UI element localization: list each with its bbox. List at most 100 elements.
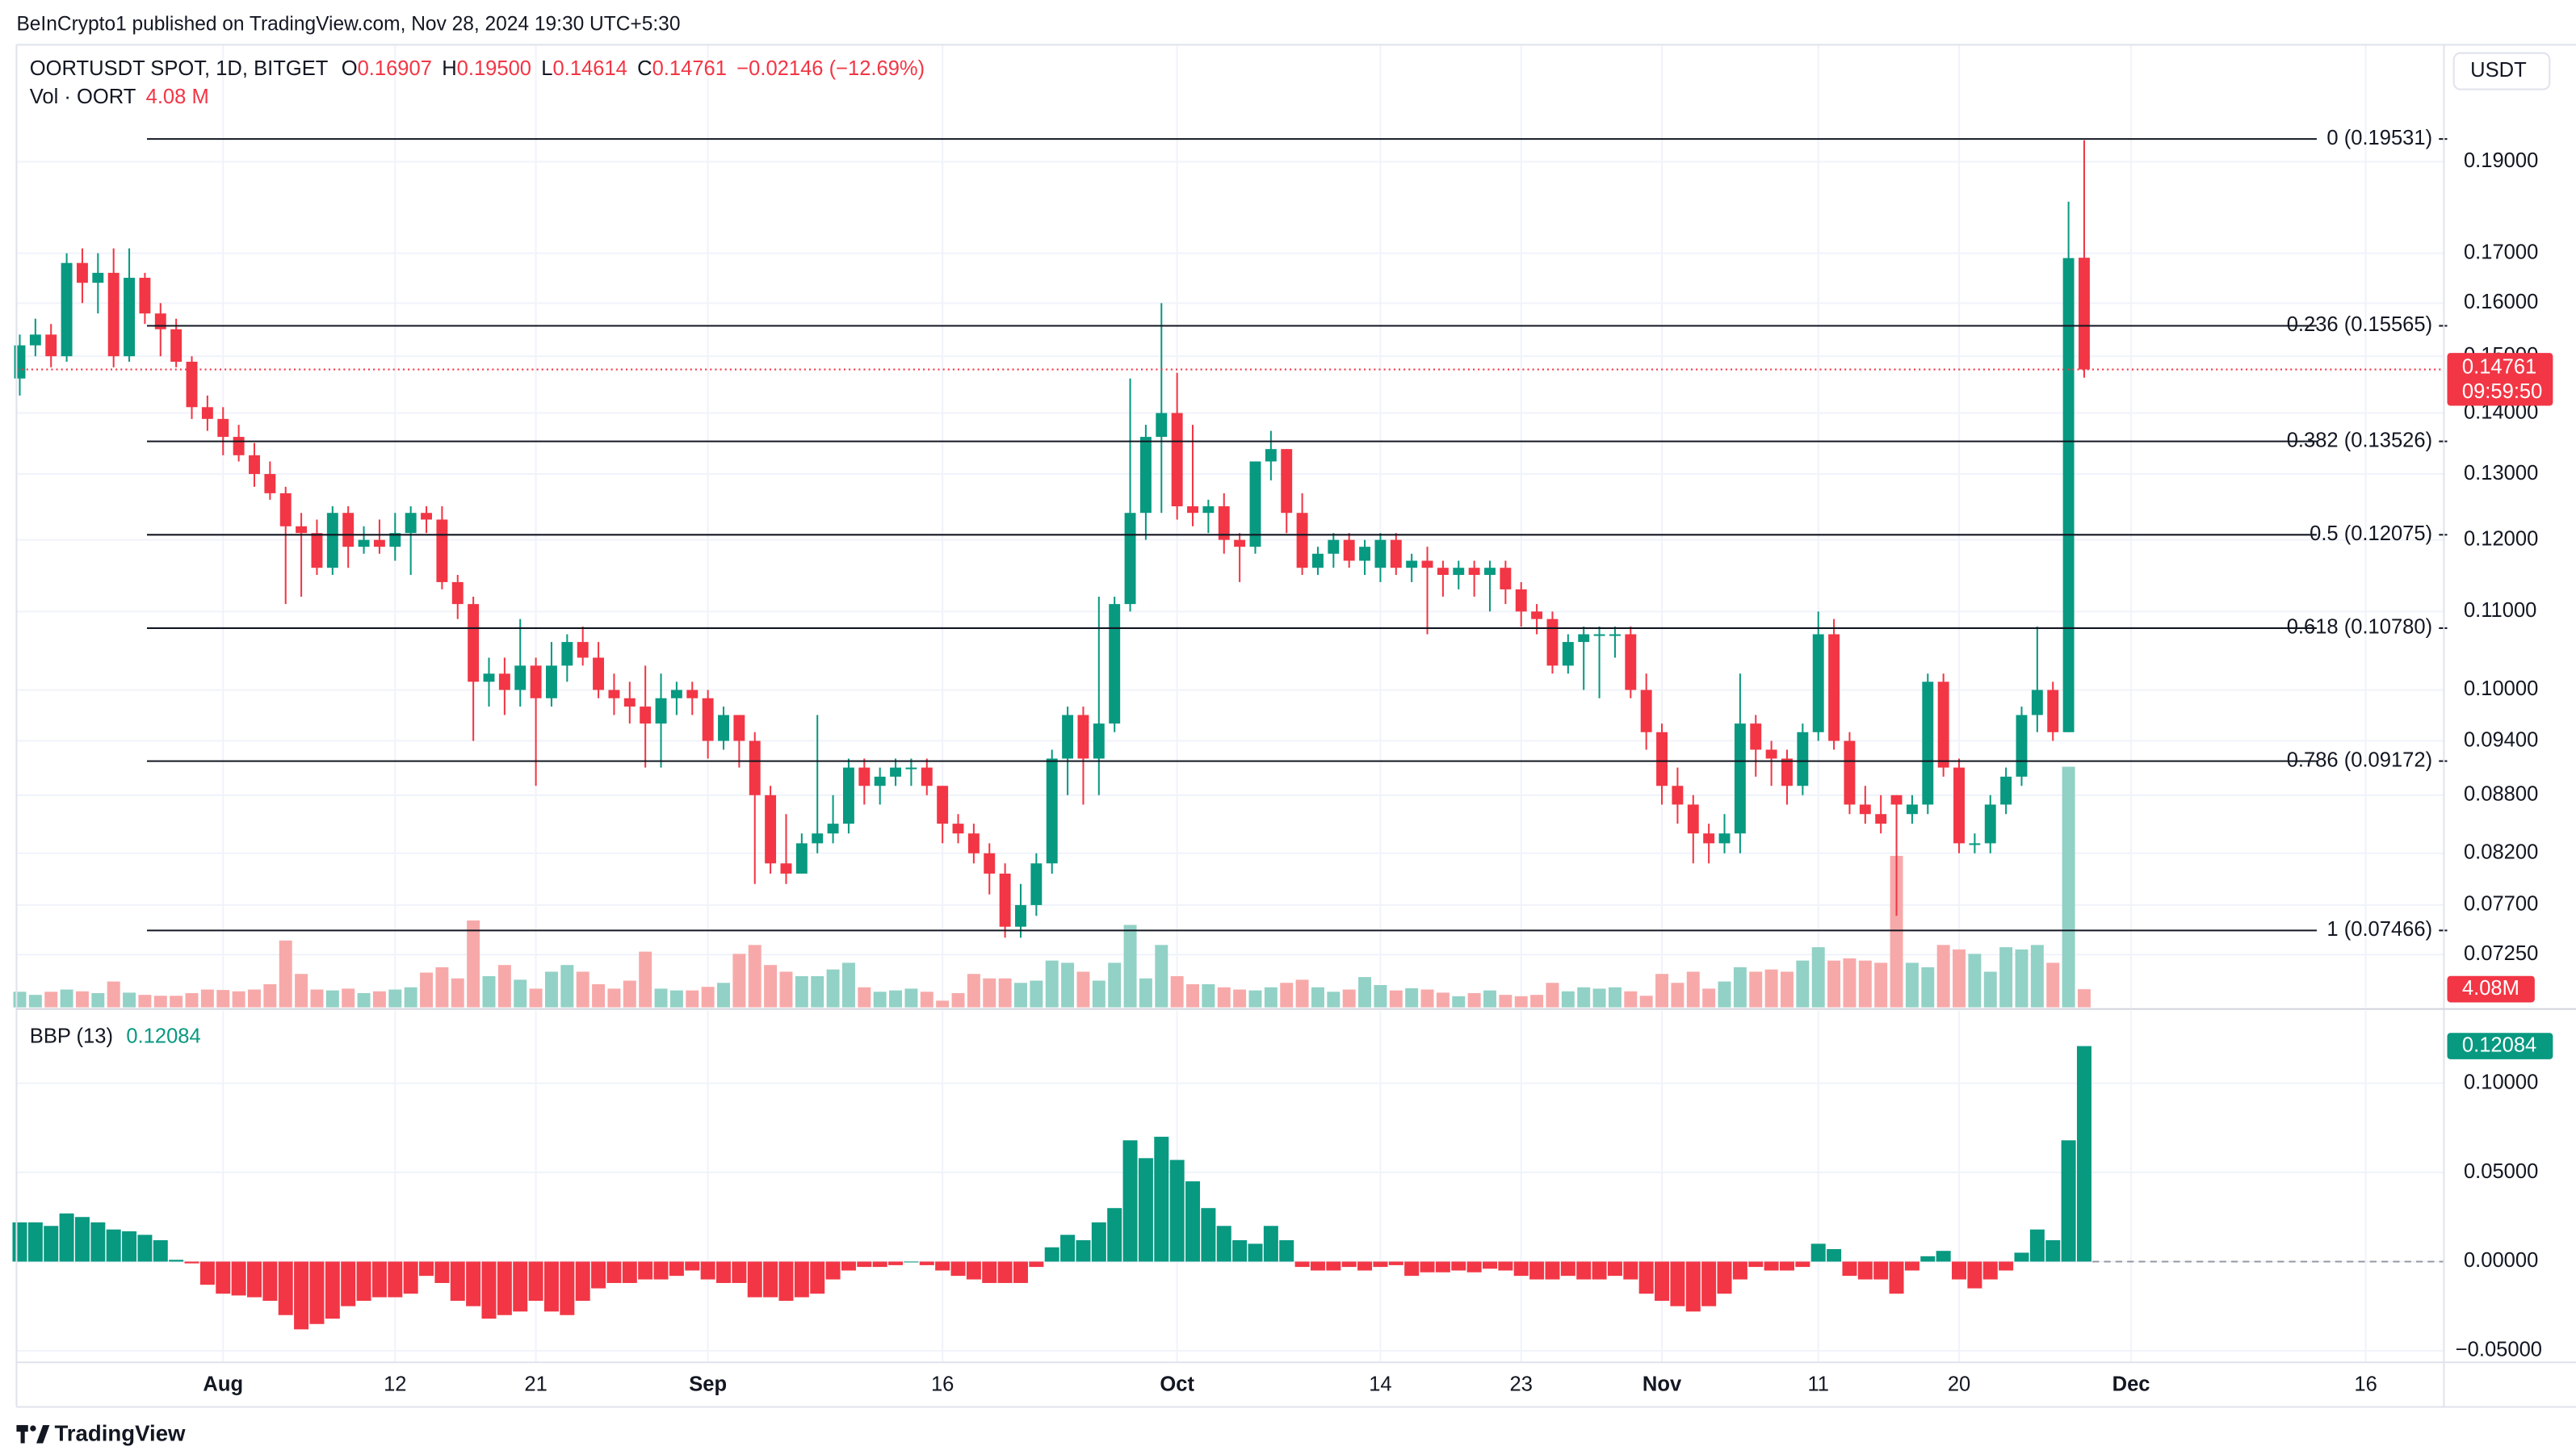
candle-body bbox=[999, 873, 1011, 927]
volume-bar bbox=[889, 990, 903, 1008]
volume-bar bbox=[811, 975, 824, 1008]
volume-bar bbox=[107, 981, 120, 1008]
bbp-bar bbox=[1060, 1235, 1076, 1262]
volume-bar bbox=[388, 989, 402, 1008]
bbp-bar bbox=[371, 1261, 387, 1298]
volume-bar bbox=[153, 996, 167, 1008]
volume-bar bbox=[779, 971, 793, 1008]
candle-body bbox=[546, 665, 557, 698]
candle-body bbox=[608, 690, 620, 698]
candle-body bbox=[1265, 449, 1277, 462]
volume-bar bbox=[1733, 967, 1747, 1008]
volume-bar bbox=[1155, 945, 1168, 1008]
y-tick-label: 0.08800 bbox=[2464, 783, 2538, 806]
candle-body bbox=[1969, 843, 1981, 845]
bbp-bar bbox=[1623, 1261, 1638, 1280]
bbp-bar bbox=[1279, 1239, 1294, 1262]
candle-body bbox=[670, 690, 682, 698]
bbp-bar bbox=[1107, 1208, 1122, 1262]
volume-bar bbox=[1702, 988, 1716, 1008]
volume-bar bbox=[1342, 989, 1356, 1008]
volume-bar bbox=[904, 988, 918, 1008]
bbp-bar bbox=[1076, 1239, 1091, 1262]
bbp-bar bbox=[450, 1261, 465, 1302]
candle-body bbox=[1609, 634, 1621, 636]
ohlc-value: 0.14761 bbox=[652, 57, 727, 80]
bbp-bar bbox=[356, 1261, 371, 1302]
x-tick-label: Aug bbox=[203, 1373, 243, 1396]
ohlc-key: L bbox=[541, 57, 552, 80]
x-tick-label: Oct bbox=[1160, 1373, 1194, 1396]
volume-bar bbox=[2015, 949, 2028, 1008]
bbp-bar bbox=[1451, 1261, 1466, 1271]
fib-label: 0.5 (0.12075) bbox=[2310, 522, 2432, 545]
volume-bar bbox=[998, 978, 1012, 1008]
volume-bar bbox=[310, 989, 324, 1008]
marks-layer bbox=[12, 140, 2091, 1330]
volume-bar bbox=[1781, 971, 1794, 1008]
candle-body bbox=[827, 824, 839, 834]
bbp-bar bbox=[74, 1217, 90, 1262]
volume-bar bbox=[1764, 969, 1778, 1008]
bbp-bar bbox=[1889, 1261, 1904, 1294]
bbp-bar bbox=[1717, 1261, 1732, 1294]
volume-bar bbox=[764, 965, 778, 1008]
volume-bar bbox=[1014, 983, 1027, 1008]
bbp-bar bbox=[732, 1261, 747, 1283]
fib-label: 0.236 (0.15565) bbox=[2287, 313, 2432, 336]
bbp-bar bbox=[1670, 1261, 1685, 1306]
volume-bar bbox=[544, 971, 558, 1008]
currency-label[interactable]: USDT bbox=[2470, 59, 2527, 82]
candle-body bbox=[1922, 681, 1934, 805]
y-tick-label: 0.16000 bbox=[2464, 291, 2538, 313]
bbp-bar bbox=[2076, 1046, 2091, 1262]
volume-bar bbox=[701, 987, 715, 1008]
bbp-bar bbox=[1498, 1261, 1513, 1271]
volume-bar bbox=[1827, 960, 1841, 1008]
volume-bar bbox=[1999, 947, 2013, 1008]
fib-label: 1 (0.07466) bbox=[2326, 918, 2432, 941]
volume-bar bbox=[560, 965, 574, 1008]
bbp-bar bbox=[778, 1261, 794, 1302]
last-price-tag bbox=[2447, 353, 2553, 406]
bbp-tag bbox=[2447, 1033, 2553, 1059]
bbp-bar bbox=[1904, 1261, 1919, 1271]
tradingview-logo: TradingView bbox=[16, 1421, 186, 1446]
bbp-bar bbox=[888, 1261, 904, 1265]
bbp-bar bbox=[1936, 1251, 1951, 1262]
bbp-bar bbox=[2029, 1229, 2045, 1262]
candle-body bbox=[358, 539, 370, 547]
volume-bar bbox=[2062, 766, 2075, 1008]
candle-body bbox=[436, 519, 448, 582]
volume-bar bbox=[1671, 983, 1684, 1008]
countdown-label: 09:59:50 bbox=[2462, 380, 2542, 403]
candle-body bbox=[795, 843, 808, 874]
volume-bar bbox=[1405, 987, 1419, 1008]
bbp-tick-label: 0.05000 bbox=[2464, 1160, 2538, 1183]
volume-bar bbox=[185, 992, 199, 1008]
volume-bar bbox=[920, 992, 933, 1008]
bbp-bar bbox=[794, 1261, 809, 1298]
bbp-bar bbox=[872, 1261, 887, 1268]
candle-body bbox=[1656, 732, 1668, 786]
candle-body bbox=[1859, 804, 1871, 815]
bbp-bar bbox=[1685, 1261, 1701, 1312]
logo-dot bbox=[30, 1425, 36, 1432]
x-tick-label: 16 bbox=[931, 1373, 954, 1396]
candle-body bbox=[733, 715, 745, 741]
candle-body bbox=[780, 863, 792, 874]
candle-body bbox=[984, 853, 996, 874]
volume-bar bbox=[451, 978, 464, 1008]
volume-bar bbox=[1874, 962, 1888, 1008]
volume-bar bbox=[1327, 992, 1340, 1008]
candle-body bbox=[61, 262, 73, 357]
volume-bar bbox=[1561, 991, 1575, 1008]
grid-layer bbox=[13, 44, 2444, 1363]
bbp-tag-label: 0.12084 bbox=[2462, 1034, 2536, 1056]
currency-button[interactable] bbox=[2452, 52, 2551, 90]
volume-bar bbox=[1170, 975, 1184, 1008]
bbp-bar bbox=[716, 1261, 732, 1283]
candle-body bbox=[1328, 539, 1340, 554]
bbp-bar bbox=[1529, 1261, 1545, 1280]
bbp-bar bbox=[325, 1261, 340, 1319]
